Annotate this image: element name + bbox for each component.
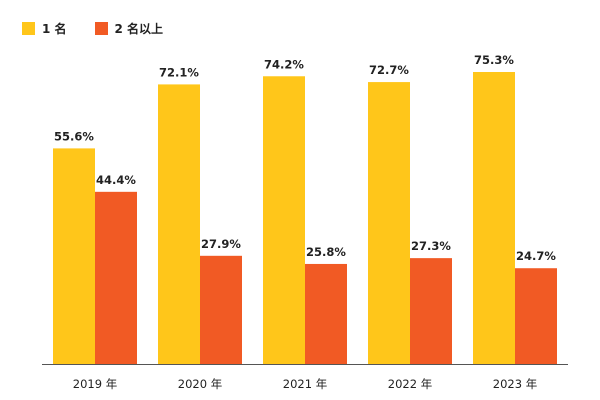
x-tick-label-2: 2020 年 xyxy=(178,377,222,391)
x-tick-label-3: 2021 年 xyxy=(283,377,327,391)
data-label-1-2: 72.1% xyxy=(159,65,199,79)
bar-2-1 xyxy=(95,191,137,364)
bar-2-5 xyxy=(515,268,557,364)
x-tick-label-5: 2023 年 xyxy=(493,377,537,391)
legend-label-1: 1 名 xyxy=(42,22,67,36)
legend-swatch-2 xyxy=(94,22,108,35)
bar-1-4 xyxy=(368,82,410,364)
bar-1-3 xyxy=(263,76,305,365)
legend-item-1: 1 名 xyxy=(22,20,67,37)
bar-2-4 xyxy=(410,258,452,364)
bar-2-2 xyxy=(200,255,242,364)
legend-label-2: 2 名以上 xyxy=(114,22,164,36)
x-tick-label-1: 2019 年 xyxy=(73,377,117,391)
data-label-2-3: 25.8% xyxy=(306,245,346,259)
bar-1-2 xyxy=(158,84,200,364)
data-label-2-4: 27.3% xyxy=(411,239,451,253)
legend-swatch-1 xyxy=(22,22,35,35)
legend-item-2: 2 名以上 xyxy=(94,20,164,37)
data-label-2-2: 27.9% xyxy=(201,237,241,251)
legend: 1 名 2 名以上 xyxy=(22,20,191,37)
x-tick-label-4: 2022 年 xyxy=(388,377,432,391)
data-label-2-1: 44.4% xyxy=(96,173,136,187)
data-label-2-5: 24.7% xyxy=(516,249,556,263)
data-label-1-5: 75.3% xyxy=(474,53,514,67)
data-label-1-1: 55.6% xyxy=(54,129,94,143)
data-label-1-3: 74.2% xyxy=(264,57,304,71)
bar-2-3 xyxy=(305,263,347,364)
bar-1-1 xyxy=(53,148,95,364)
bar-1-5 xyxy=(473,72,515,364)
data-label-1-4: 72.7% xyxy=(369,63,409,77)
